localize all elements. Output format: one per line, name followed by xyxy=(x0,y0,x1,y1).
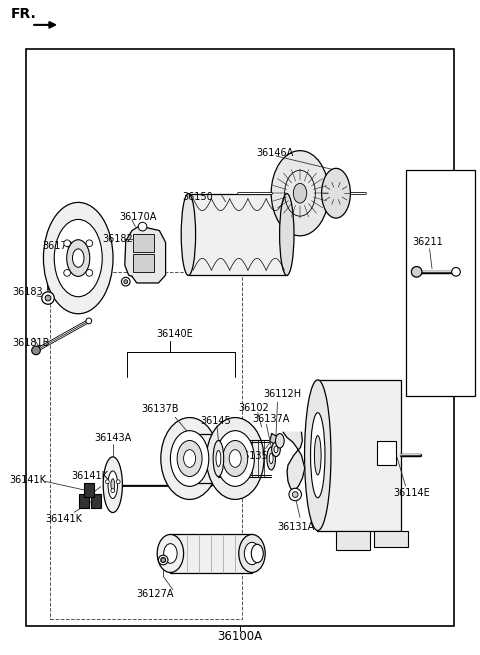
Bar xyxy=(377,441,396,465)
Text: 36102: 36102 xyxy=(239,403,269,413)
Ellipse shape xyxy=(216,451,221,466)
Text: 36140E: 36140E xyxy=(156,329,193,339)
Circle shape xyxy=(64,269,71,276)
Polygon shape xyxy=(270,434,279,445)
Ellipse shape xyxy=(67,240,90,276)
Circle shape xyxy=(86,240,93,247)
Ellipse shape xyxy=(223,440,248,476)
Ellipse shape xyxy=(111,479,115,491)
Ellipse shape xyxy=(271,151,329,236)
Ellipse shape xyxy=(216,431,254,486)
Ellipse shape xyxy=(213,440,224,476)
Text: 36141K: 36141K xyxy=(46,514,83,524)
Circle shape xyxy=(289,488,301,501)
Ellipse shape xyxy=(274,446,278,453)
Bar xyxy=(79,494,89,508)
Bar xyxy=(317,380,401,531)
Circle shape xyxy=(452,267,460,276)
Text: 36146A: 36146A xyxy=(256,147,293,158)
Ellipse shape xyxy=(304,380,331,531)
Text: 36100A: 36100A xyxy=(217,630,263,643)
Ellipse shape xyxy=(267,447,276,470)
Text: 36145: 36145 xyxy=(201,415,231,426)
Text: 36114E: 36114E xyxy=(394,487,431,498)
Ellipse shape xyxy=(72,249,84,267)
Ellipse shape xyxy=(229,449,241,468)
Text: 36127A: 36127A xyxy=(136,589,173,599)
Ellipse shape xyxy=(244,542,260,565)
Circle shape xyxy=(64,240,71,247)
Circle shape xyxy=(138,222,147,231)
Ellipse shape xyxy=(170,431,209,486)
Ellipse shape xyxy=(322,168,350,218)
Circle shape xyxy=(86,318,92,324)
Text: 36135A: 36135A xyxy=(238,451,275,461)
Ellipse shape xyxy=(44,202,113,314)
Ellipse shape xyxy=(272,442,280,457)
Circle shape xyxy=(86,269,93,276)
Ellipse shape xyxy=(54,219,102,297)
Ellipse shape xyxy=(293,183,307,203)
Text: FR.: FR. xyxy=(11,7,36,22)
Bar xyxy=(50,272,242,619)
Ellipse shape xyxy=(239,534,265,572)
Polygon shape xyxy=(283,432,305,491)
Ellipse shape xyxy=(311,413,325,498)
Bar xyxy=(84,483,94,497)
Circle shape xyxy=(158,555,168,565)
Bar xyxy=(91,494,101,508)
Bar xyxy=(190,434,235,483)
Circle shape xyxy=(111,489,115,493)
Ellipse shape xyxy=(161,418,218,499)
Bar xyxy=(336,531,370,550)
Circle shape xyxy=(411,267,422,277)
Bar xyxy=(188,194,287,275)
Bar xyxy=(406,170,475,396)
Text: 36141K: 36141K xyxy=(10,475,47,485)
Ellipse shape xyxy=(157,534,183,572)
Circle shape xyxy=(124,280,128,284)
Text: 36211: 36211 xyxy=(412,237,443,248)
Text: 36137B: 36137B xyxy=(142,404,179,415)
Text: 36143A: 36143A xyxy=(94,432,132,443)
Ellipse shape xyxy=(181,194,196,275)
Text: 36141K: 36141K xyxy=(71,470,108,481)
Text: 36170: 36170 xyxy=(42,240,73,251)
Circle shape xyxy=(45,295,51,301)
Ellipse shape xyxy=(184,449,196,468)
Text: 36112H: 36112H xyxy=(263,389,301,400)
Text: 36183: 36183 xyxy=(12,287,43,297)
Ellipse shape xyxy=(206,418,264,499)
Circle shape xyxy=(292,492,298,497)
Circle shape xyxy=(106,480,109,483)
Ellipse shape xyxy=(269,453,273,464)
Text: 36150: 36150 xyxy=(182,191,213,202)
Bar xyxy=(170,534,252,573)
Bar xyxy=(374,531,408,547)
Ellipse shape xyxy=(276,434,284,448)
Text: 36181B: 36181B xyxy=(12,337,49,348)
Text: 36170A: 36170A xyxy=(119,212,156,223)
Text: 36137A: 36137A xyxy=(252,413,290,424)
Circle shape xyxy=(161,557,166,563)
Circle shape xyxy=(116,480,120,483)
Ellipse shape xyxy=(314,436,321,475)
Text: 36131A: 36131A xyxy=(277,521,314,532)
Bar xyxy=(26,49,454,626)
Ellipse shape xyxy=(108,471,118,498)
Text: 36182: 36182 xyxy=(103,234,133,244)
Ellipse shape xyxy=(177,440,202,476)
Ellipse shape xyxy=(164,544,177,563)
Bar xyxy=(133,254,154,272)
Ellipse shape xyxy=(279,194,294,275)
Ellipse shape xyxy=(252,544,264,563)
Polygon shape xyxy=(125,226,166,283)
Bar xyxy=(133,234,154,252)
Circle shape xyxy=(32,346,40,355)
Circle shape xyxy=(121,277,130,286)
Ellipse shape xyxy=(103,457,122,512)
Circle shape xyxy=(42,291,54,305)
